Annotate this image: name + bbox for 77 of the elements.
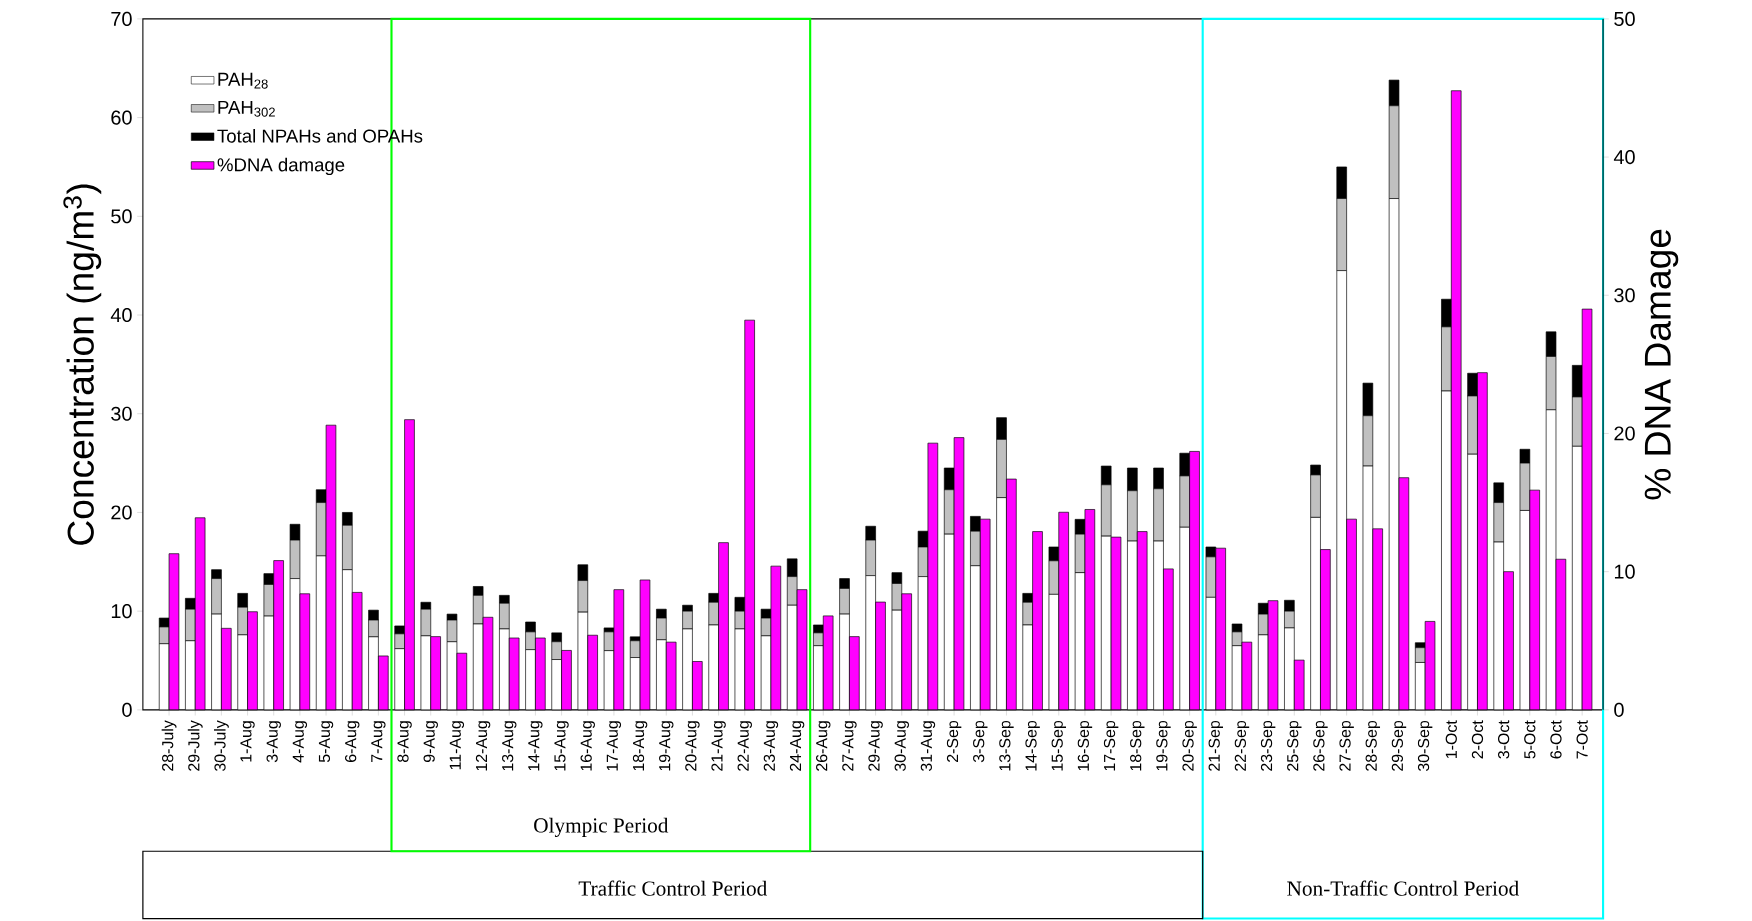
x-tick-label: 3-Oct (1498, 720, 1510, 759)
x-tick-label: 27-Aug (842, 721, 857, 771)
x-tick-label: 3-Aug (266, 721, 281, 763)
y-axis-title: Concentration (ng/m$^{3}$) (63, 184, 102, 545)
y2-tick-label: 0 (1614, 702, 1624, 717)
x-tick-label: 11-Aug (449, 721, 465, 770)
x-tick-label: 22-Sep (1234, 720, 1250, 771)
x-tick-label: 30-Aug (894, 721, 909, 771)
x-tick-label: 29-Sep (1391, 720, 1407, 771)
text: Traffic Control Period (578, 880, 768, 896)
x-tick-label: 17-Aug (606, 721, 622, 771)
x-tick-label: 29-July (187, 720, 203, 771)
y-tick-label: 40 (110, 307, 132, 322)
x-tick-label: 18-Sep (1130, 720, 1145, 771)
x-tick-label: 20-Aug (685, 721, 700, 771)
x-tick-label: 13-Sep (999, 720, 1014, 771)
y2-tick-label: 20 (1614, 426, 1635, 441)
x-tick-label: 3-Sep (973, 720, 988, 763)
x-tick-label: 14-Sep (1025, 720, 1040, 771)
y-tick-label: 50 (111, 209, 132, 224)
x-tick-label: 14-Aug (528, 721, 543, 771)
x-tick-label: 30-Sep (1417, 720, 1433, 771)
x-tick-label: 16-Sep (1077, 720, 1093, 771)
x-tick-label: 19-Sep (1156, 720, 1171, 771)
x-tick-label: 20-Sep (1182, 720, 1197, 771)
x-tick-label: 5-Aug (318, 721, 334, 763)
y-tick-label: 30 (111, 406, 132, 421)
text: Non-Traffic Control Period (1287, 880, 1519, 896)
y-tick-label: 10 (111, 604, 132, 619)
x-tick-label: 8-Aug (397, 721, 412, 762)
y2-tick-label: 10 (1614, 564, 1635, 579)
y-tick-label: 20 (111, 505, 132, 520)
x-tick-label: 4-Aug (292, 721, 308, 763)
x-tick-label: 1-Aug (240, 721, 255, 762)
x-tick-label: 13-Aug (502, 721, 517, 771)
x-tick-label: 22-Aug (737, 721, 752, 771)
x-tick-label: 15-Aug (554, 721, 569, 771)
x-tick-label: 27-Sep (1339, 720, 1354, 771)
x-tick-label: 2-Oct (1471, 720, 1484, 759)
x-tick-label: 26-Aug (816, 721, 831, 771)
x-tick-label: 12-Aug (475, 721, 491, 771)
x-tick-label: 26-Sep (1313, 720, 1328, 771)
x-tick-label: 15-Sep (1051, 720, 1066, 771)
x-tick-label: 23-Aug (763, 721, 779, 771)
legend-label: PAH$_{302}$ (218, 100, 275, 117)
x-tick-label: 24-Aug (789, 721, 805, 771)
y2-axis-title: % DNA Damage (1644, 229, 1679, 500)
y2-tick-label: 50 (1614, 11, 1635, 26)
x-tick-label: 7-Aug (371, 721, 386, 762)
legend-label: PAH$_{28}$ (218, 72, 268, 89)
x-tick-label: 6-Aug (345, 721, 360, 762)
x-tick-label: 28-Sep (1365, 720, 1381, 771)
x-tick-label: 23-Sep (1260, 720, 1276, 771)
x-tick-label: 17-Sep (1103, 720, 1119, 771)
x-tick-label: 7-Oct (1576, 720, 1588, 759)
x-tick-label: 1-Oct (1445, 720, 1457, 758)
y-tick-label: 0 (122, 702, 132, 717)
legend-label: %DNA damage (217, 157, 345, 175)
x-tick-label: 2-Sep (946, 720, 962, 762)
x-tick-label: 9-Aug (423, 721, 438, 762)
x-tick-label: 31-Aug (920, 721, 936, 771)
x-tick-label: 25-Sep (1287, 720, 1302, 771)
x-tick-label: 28-July (161, 720, 177, 771)
y2-tick-label: 40 (1613, 149, 1635, 165)
x-tick-label: 21-Aug (711, 721, 726, 771)
x-tick-label: 19-Aug (659, 721, 674, 771)
x-tick-label: 6-Oct (1550, 720, 1562, 759)
y-tick-label: 70 (111, 11, 132, 26)
x-tick-label: 29-Aug (868, 721, 883, 771)
x-tick-label: 21-Sep (1208, 720, 1224, 771)
x-tick-label: 30-July (213, 720, 229, 771)
x-tick-label: 5-Oct (1524, 720, 1536, 759)
y-tick-label: 60 (111, 110, 132, 125)
x-tick-label: 16-Aug (580, 721, 595, 771)
y2-tick-label: 30 (1614, 288, 1635, 303)
text: Olympic Period (534, 817, 669, 837)
x-tick-label: 18-Aug (632, 721, 648, 771)
